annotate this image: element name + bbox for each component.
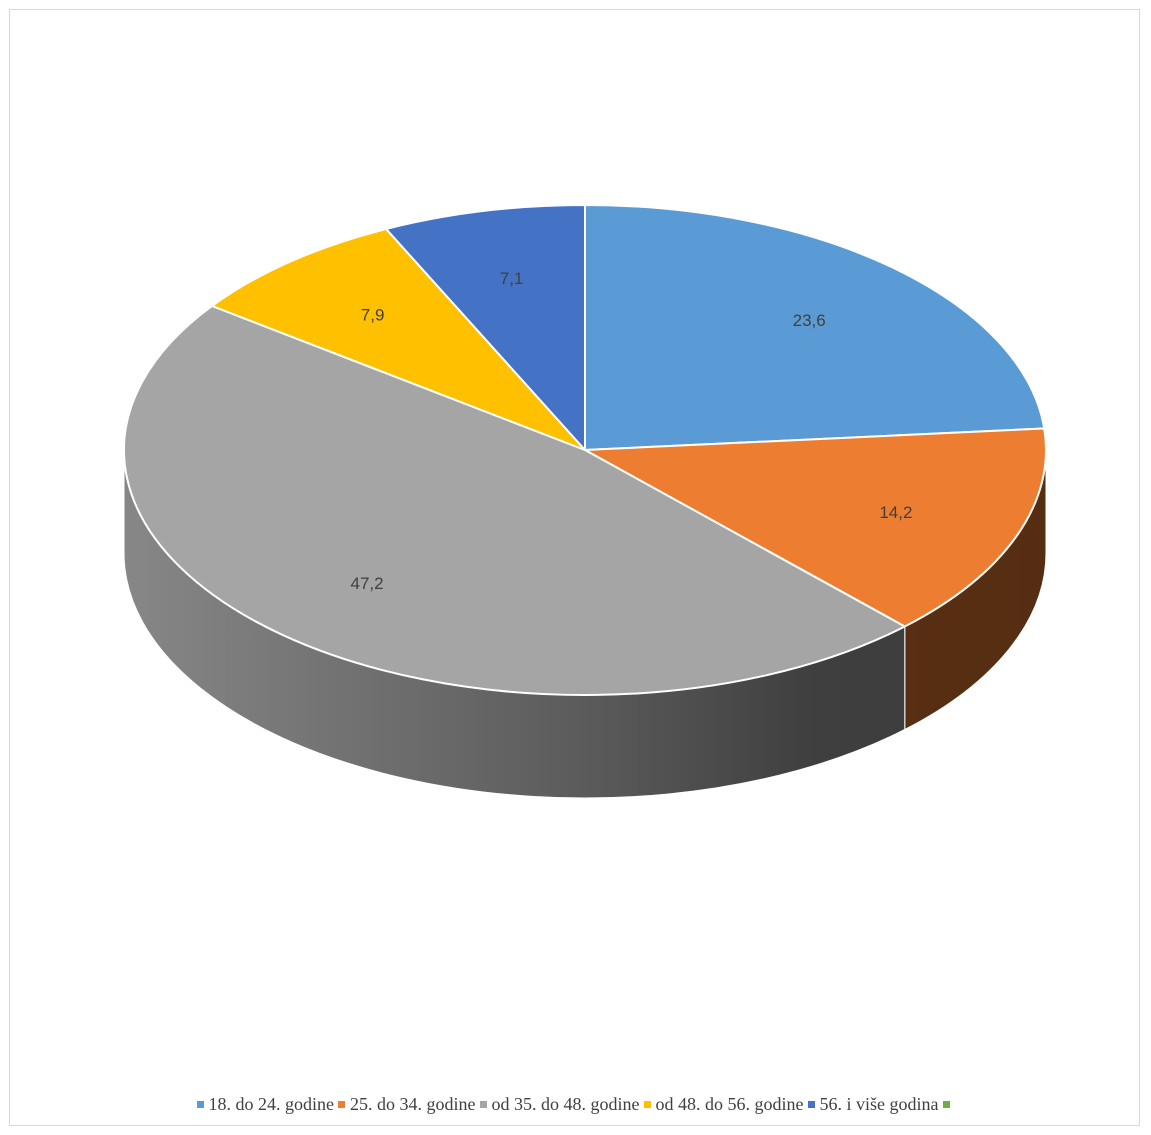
legend: 18. do 24. godine 25. do 34. godine od 3… bbox=[0, 1094, 1151, 1115]
legend-item: 56. i više godina bbox=[807, 1094, 939, 1115]
pie-slice bbox=[584, 204, 1046, 451]
legend-label: od 48. do 56. godine bbox=[655, 1094, 804, 1114]
legend-swatch-icon bbox=[479, 1101, 487, 1108]
legend-swatch-icon bbox=[338, 1101, 345, 1108]
pie-slice bbox=[584, 427, 1047, 628]
legend-item: od 35. do 48. godine bbox=[479, 1094, 640, 1115]
legend-label: 25. do 34. godine bbox=[350, 1094, 476, 1114]
legend-swatch-icon bbox=[807, 1101, 815, 1108]
legend-swatch-icon bbox=[196, 1101, 204, 1108]
legend-swatch-icon bbox=[643, 1101, 651, 1108]
legend-label: 18. do 24. godine bbox=[208, 1094, 335, 1114]
data-label: 7,9 bbox=[361, 305, 385, 324]
legend-item: 25. do 34. godine bbox=[338, 1094, 476, 1115]
data-label: 14,2 bbox=[879, 503, 912, 522]
data-label: 7,1 bbox=[500, 269, 524, 288]
pie-slice bbox=[385, 204, 586, 451]
legend-label: od 35. do 48. godine bbox=[491, 1094, 640, 1114]
legend-item bbox=[942, 1101, 955, 1108]
pie-slice bbox=[211, 227, 586, 451]
legend-item: 18. do 24. godine bbox=[196, 1094, 335, 1115]
pie-slices bbox=[123, 204, 1047, 696]
data-label: 23,6 bbox=[793, 311, 826, 330]
pie-data-labels: 23,6 14,2 47,2 7,9 7,1 bbox=[351, 269, 913, 593]
legend-label: 56. i više godina bbox=[819, 1094, 939, 1114]
legend-swatch-icon bbox=[942, 1101, 950, 1108]
legend-item: od 48. do 56. godine bbox=[643, 1094, 804, 1115]
data-label: 47,2 bbox=[351, 574, 384, 593]
pie-slice bbox=[123, 304, 906, 696]
